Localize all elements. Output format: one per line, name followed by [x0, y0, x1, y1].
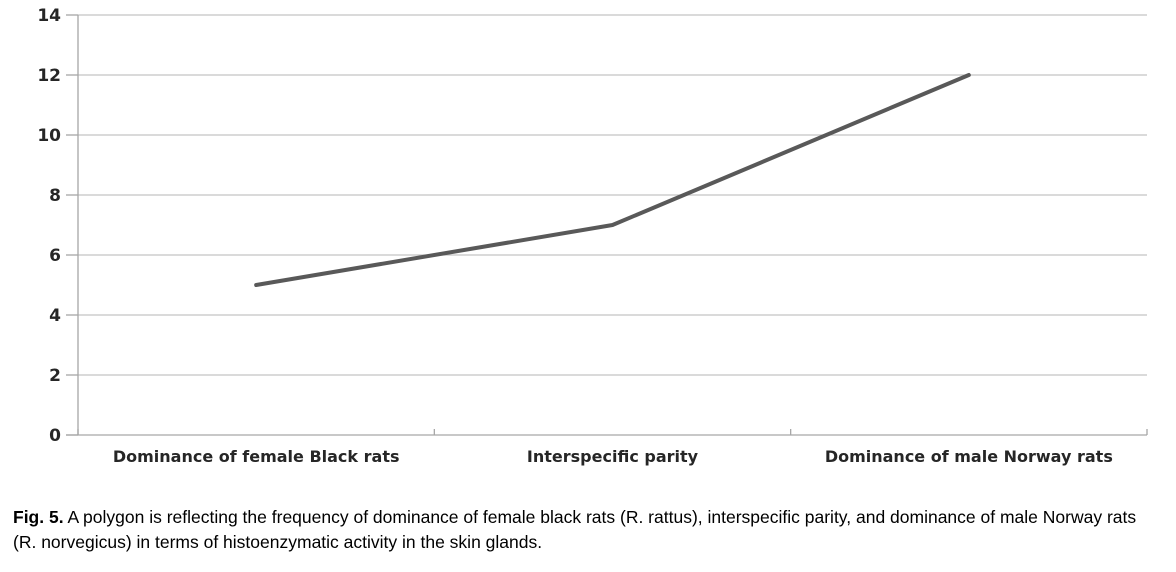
figure-caption-text: A polygon is reflecting the frequency of…	[13, 507, 1137, 552]
y-tick-label: 4	[49, 306, 61, 326]
line-chart: 0 2 4 6 8 10 12 14 Dominance of female Black rat…	[37, 6, 1148, 466]
x-category-label: Dominance of female Black rats	[113, 447, 400, 466]
x-category-label: Interspecific parity	[527, 447, 699, 466]
y-tick-label: 12	[37, 66, 61, 86]
x-category-label: Dominance of male Norway rats	[825, 447, 1113, 466]
y-tick-label: 2	[49, 366, 61, 386]
y-tick-label: 10	[37, 126, 61, 146]
y-tick-label: 0	[49, 426, 61, 446]
y-tick-label: 14	[37, 6, 61, 26]
y-tick-label: 6	[49, 246, 61, 266]
y-tick-label: 8	[49, 186, 61, 206]
figure-caption: Fig. 5. A polygon is reflecting the freq…	[13, 505, 1163, 555]
data-series-line	[254, 73, 971, 287]
figure-caption-label: Fig. 5.	[13, 507, 64, 527]
